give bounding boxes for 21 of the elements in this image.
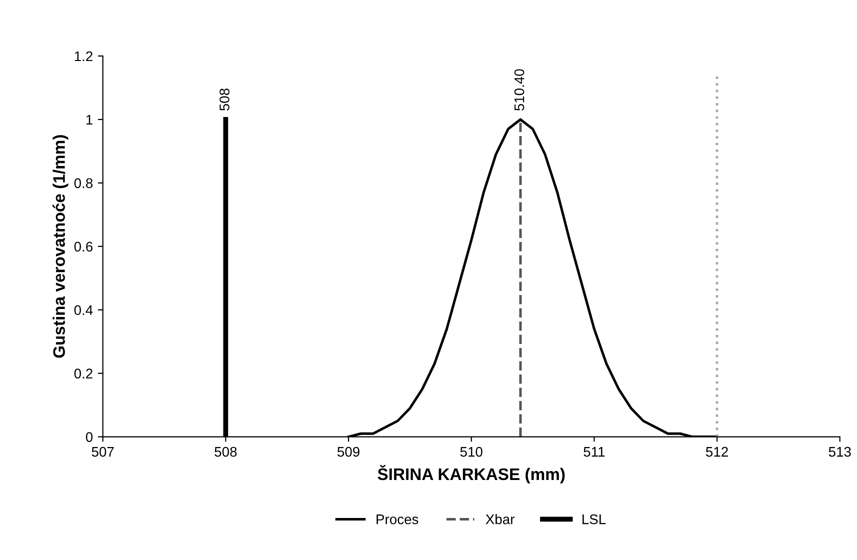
y-axis-title: Gustina verovatnoće (1/mm)	[52, 135, 68, 358]
x-tick-label: 509	[337, 446, 360, 457]
legend-label: Proces	[376, 514, 418, 524]
y-tick-label: 1	[86, 114, 92, 124]
y-tick-label: 1.2	[74, 51, 92, 62]
legend-label: LSL	[582, 514, 606, 524]
x-tick-label: 512	[706, 446, 728, 457]
y-tick-label: 0.4	[74, 305, 93, 316]
annotation: 510.40	[514, 69, 524, 111]
x-tick-label: 508	[214, 446, 237, 457]
x-tick-label: 511	[584, 447, 605, 457]
x-tick-label: 507	[92, 446, 114, 457]
x-tick-label: 510	[460, 446, 482, 457]
annotation: 508	[220, 88, 230, 111]
y-tick-label: 0.8	[74, 178, 93, 188]
legend-label: Xbar	[486, 514, 514, 524]
x-tick-label: 513	[828, 446, 851, 457]
y-tick-label: 0.2	[74, 368, 92, 379]
y-tick-label: 0.6	[74, 242, 93, 252]
x-axis-title: ŠIRINA KARKASE (mm)	[378, 465, 565, 484]
y-tick-label: 0	[86, 432, 93, 442]
